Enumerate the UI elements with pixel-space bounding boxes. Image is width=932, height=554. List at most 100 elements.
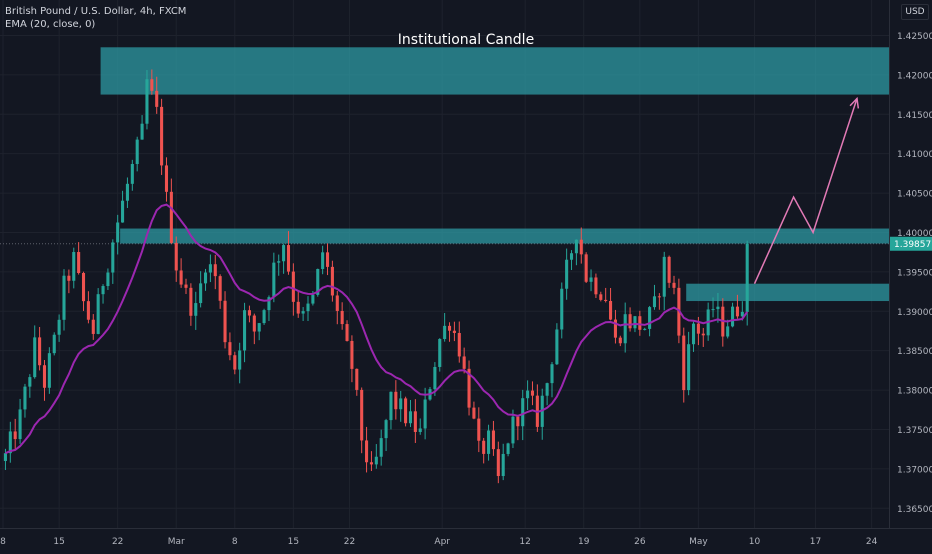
x-tick-label: 15	[288, 537, 299, 547]
candle-body	[579, 239, 583, 255]
projection-path[interactable]	[753, 98, 858, 285]
y-tick-label: 1.38000	[897, 387, 932, 397]
candle-body	[345, 324, 349, 341]
x-tick-label: 24	[866, 537, 878, 547]
candle-body	[457, 332, 461, 357]
candle-body	[491, 430, 495, 450]
candle-body	[121, 200, 125, 223]
candle-body	[589, 277, 593, 282]
candle-body	[565, 259, 569, 289]
candle-body	[672, 282, 676, 288]
y-tick-label: 1.40500	[897, 190, 932, 200]
candle-body	[28, 377, 32, 387]
zone-box-2[interactable]	[120, 228, 890, 244]
candle-body	[67, 275, 71, 281]
candle-body	[716, 306, 720, 310]
x-tick-label: 17	[810, 537, 821, 547]
candle-body	[496, 449, 500, 477]
candle-body	[140, 123, 144, 140]
candle-body	[609, 300, 613, 320]
candle-body	[569, 253, 574, 260]
candle-body	[408, 411, 413, 424]
candle-body	[452, 330, 456, 333]
currency-badge[interactable]: USD	[901, 4, 929, 20]
candle-body	[335, 295, 339, 311]
candle-body	[179, 270, 183, 285]
candle-body	[360, 389, 364, 441]
candle-body	[23, 386, 27, 410]
candle-body	[657, 296, 661, 298]
candle-body	[282, 245, 286, 262]
zone-box-3[interactable]	[686, 283, 889, 302]
candle-body	[369, 462, 373, 465]
candle-body	[726, 326, 730, 337]
candle-body	[277, 261, 281, 263]
candle-body	[233, 355, 237, 370]
candle-body	[355, 368, 359, 390]
candle-body	[306, 303, 310, 312]
candle-body	[223, 300, 227, 343]
candle-body	[150, 79, 154, 91]
projection-arrowhead	[849, 96, 860, 109]
candle-body	[667, 256, 671, 283]
candle-body	[443, 325, 447, 340]
candle-body	[648, 307, 652, 329]
candle-body	[418, 428, 422, 432]
x-tick-label: 19	[578, 537, 590, 547]
candle-body	[638, 316, 642, 330]
projection-arrow[interactable]	[753, 96, 860, 285]
x-tick-label: 15	[53, 537, 64, 547]
zone-box-1[interactable]	[100, 47, 890, 95]
candle-body	[530, 390, 535, 396]
candle-body	[267, 297, 271, 311]
candle-body	[311, 294, 315, 304]
candle-body	[33, 337, 37, 378]
x-tick-label: 8	[232, 537, 238, 547]
x-tick-label: May	[689, 537, 708, 547]
candle-body	[81, 272, 86, 302]
candle-body	[521, 398, 525, 427]
candle-body	[374, 456, 378, 465]
candle-body	[618, 337, 622, 344]
candle-body	[745, 243, 749, 312]
candle-body	[238, 350, 242, 370]
candle-body	[413, 411, 417, 432]
y-tick-label: 1.36500	[897, 505, 932, 515]
candle-body	[599, 294, 603, 300]
candle-body	[594, 277, 598, 295]
x-tick-label: 26	[634, 537, 646, 547]
candle-body	[399, 398, 403, 410]
candle-body	[38, 337, 42, 366]
supply-demand-zones[interactable]	[100, 47, 890, 302]
x-tick-label: Mar	[168, 537, 185, 547]
candle-body	[477, 418, 481, 441]
candle-body	[550, 364, 554, 384]
chart-title: Institutional Candle	[397, 32, 535, 48]
candle-body	[125, 183, 129, 201]
candle-body	[501, 453, 505, 477]
candle-body	[160, 106, 164, 166]
candle-body	[18, 409, 22, 440]
candle-body	[135, 139, 139, 164]
candle-body	[433, 366, 437, 390]
candle-body	[3, 453, 7, 462]
candle-body	[516, 416, 520, 427]
symbol-label[interactable]: British Pound / U.S. Dollar, 4h, FXCM	[5, 6, 187, 17]
candle-body	[423, 399, 427, 429]
price-scale-bg	[889, 0, 932, 550]
candle-body	[482, 440, 486, 454]
chart-legend: British Pound / U.S. Dollar, 4h, FXCM EM…	[5, 5, 186, 31]
candle-body	[169, 191, 173, 243]
last-price-badge	[890, 236, 932, 251]
candle-body	[252, 315, 256, 332]
y-tick-label: 1.42500	[897, 32, 932, 42]
candle-body	[545, 383, 549, 396]
x-tick-label: Apr	[434, 537, 450, 547]
candle-body	[184, 284, 188, 288]
indicator-label[interactable]: EMA (20, close, 0)	[5, 19, 96, 30]
candle-body	[96, 294, 100, 334]
y-tick-label: 1.38500	[897, 347, 932, 357]
candle-body	[262, 310, 266, 324]
